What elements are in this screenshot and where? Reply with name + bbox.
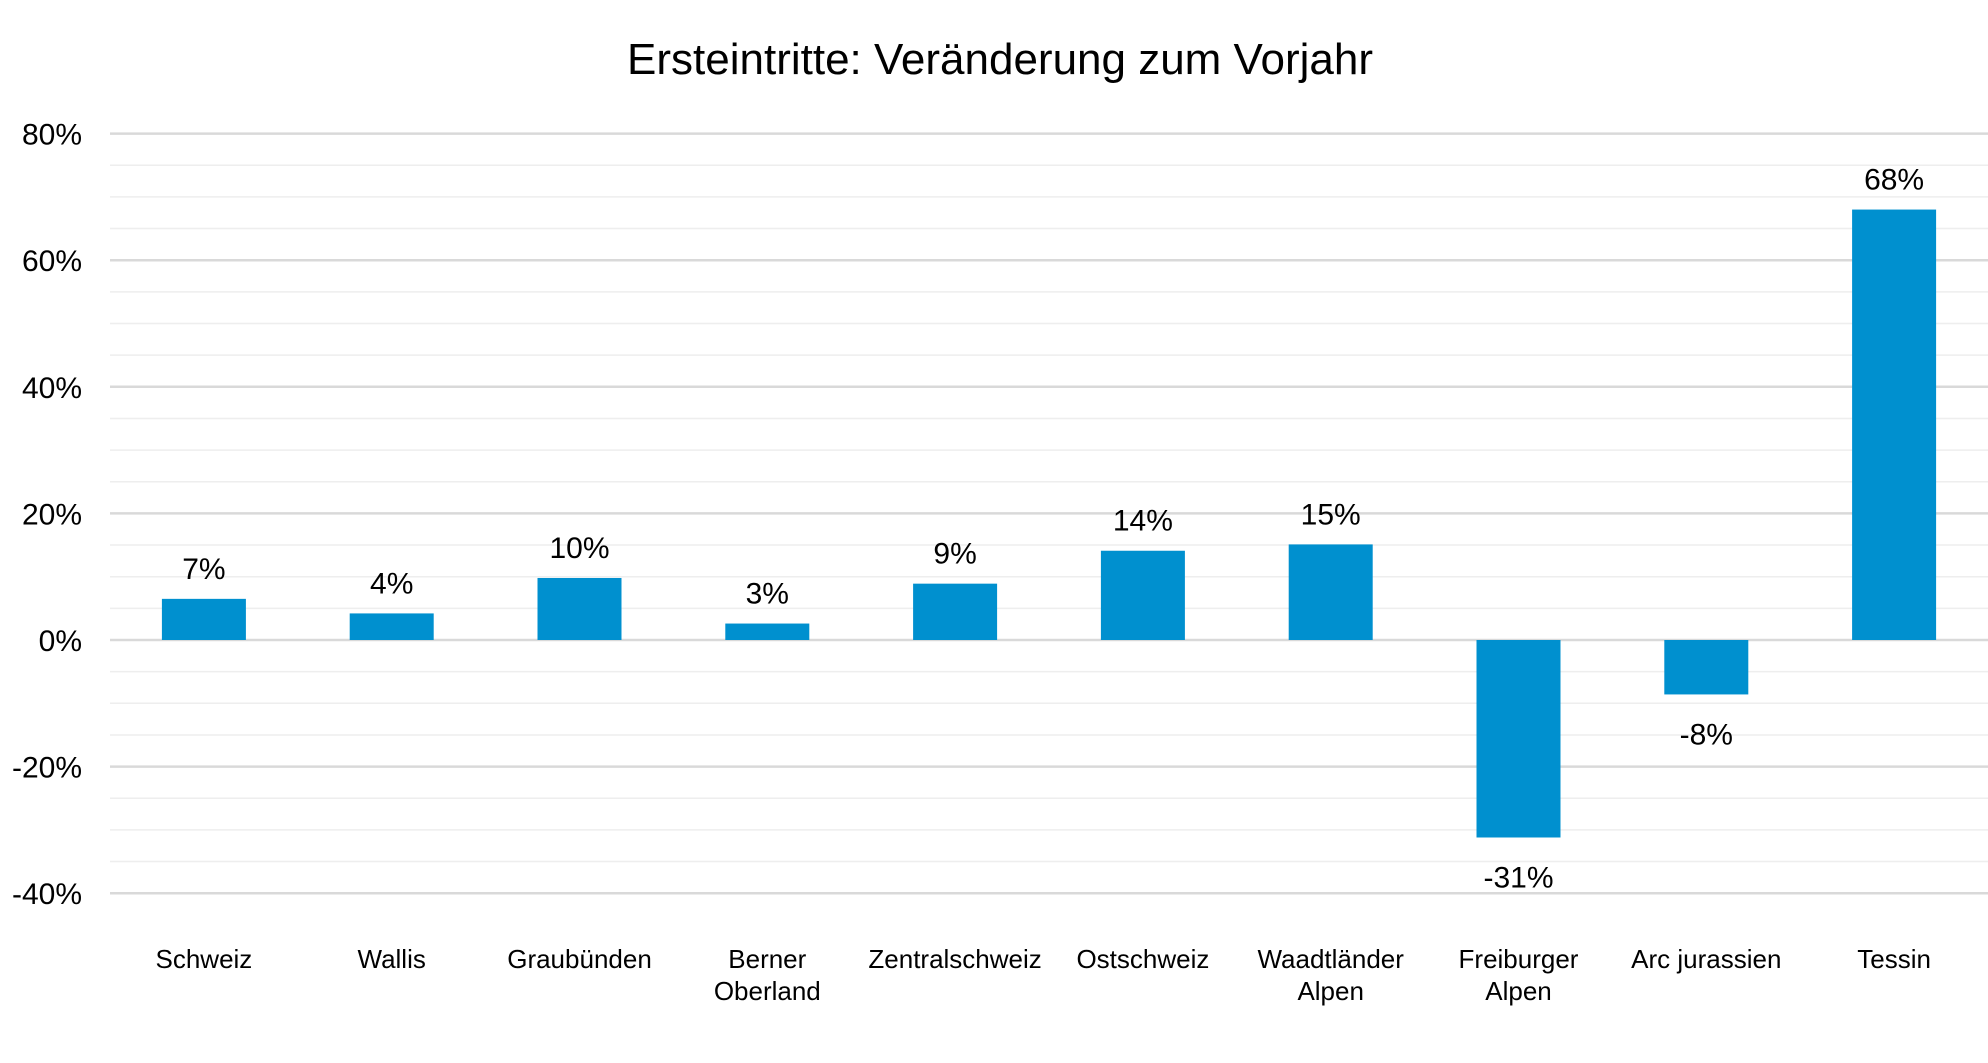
data-label: -8%: [1680, 718, 1733, 751]
bar: [1852, 209, 1937, 640]
x-tick-label: Alpen: [1297, 976, 1364, 1006]
y-tick-label: 80%: [22, 119, 82, 152]
data-labels: 7% 4% 10% 3% 9% 14% 15% -31% -8% 68%: [182, 164, 1924, 895]
y-tick-label: -40%: [12, 878, 82, 911]
y-tick-label: 60%: [22, 245, 82, 278]
data-label: 3%: [746, 578, 789, 611]
bar: [725, 623, 810, 640]
y-tick-label: 40%: [22, 372, 82, 405]
y-tick-label: -20%: [12, 752, 82, 785]
x-tick-label: Wallis: [358, 944, 426, 974]
x-tick-label: Alpen: [1485, 976, 1552, 1006]
x-tick-label: Graubünden: [507, 944, 652, 974]
x-tick-label: Schweiz: [155, 944, 252, 974]
bar: [161, 598, 246, 640]
bar: [537, 577, 622, 640]
bar: [1664, 640, 1749, 695]
bar: [1100, 550, 1185, 640]
data-label: 10%: [549, 532, 609, 565]
y-axis-tick-labels: -40% -20% 0% 20% 40% 60% 80%: [12, 119, 82, 912]
data-label: 9%: [933, 538, 976, 571]
x-tick-label: Oberland: [714, 976, 821, 1006]
gridlines: [110, 132, 1988, 895]
bar: [349, 613, 434, 640]
y-tick-label: 0%: [39, 625, 82, 658]
y-tick-label: 20%: [22, 498, 82, 531]
x-tick-label: Tessin: [1857, 944, 1931, 974]
chart-title: Ersteintritte: Veränderung zum Vorjahr: [627, 35, 1373, 84]
x-tick-label: Zentralschweiz: [868, 944, 1041, 974]
x-tick-label: Freiburger: [1459, 944, 1579, 974]
data-label: 15%: [1301, 498, 1361, 531]
data-label: 4%: [370, 567, 413, 600]
bar: [913, 583, 998, 640]
x-tick-label: Waadtländer: [1257, 944, 1404, 974]
bar: [1288, 544, 1373, 640]
bar: [1476, 640, 1561, 838]
data-label: 14%: [1113, 505, 1173, 538]
data-label: -31%: [1483, 861, 1553, 894]
data-label: 7%: [182, 553, 225, 586]
x-tick-label: Arc jurassien: [1631, 944, 1781, 974]
bars: [161, 209, 1937, 838]
x-tick-label: Ostschweiz: [1076, 944, 1209, 974]
data-label: 68%: [1864, 164, 1924, 197]
x-tick-label: Berner: [728, 944, 806, 974]
